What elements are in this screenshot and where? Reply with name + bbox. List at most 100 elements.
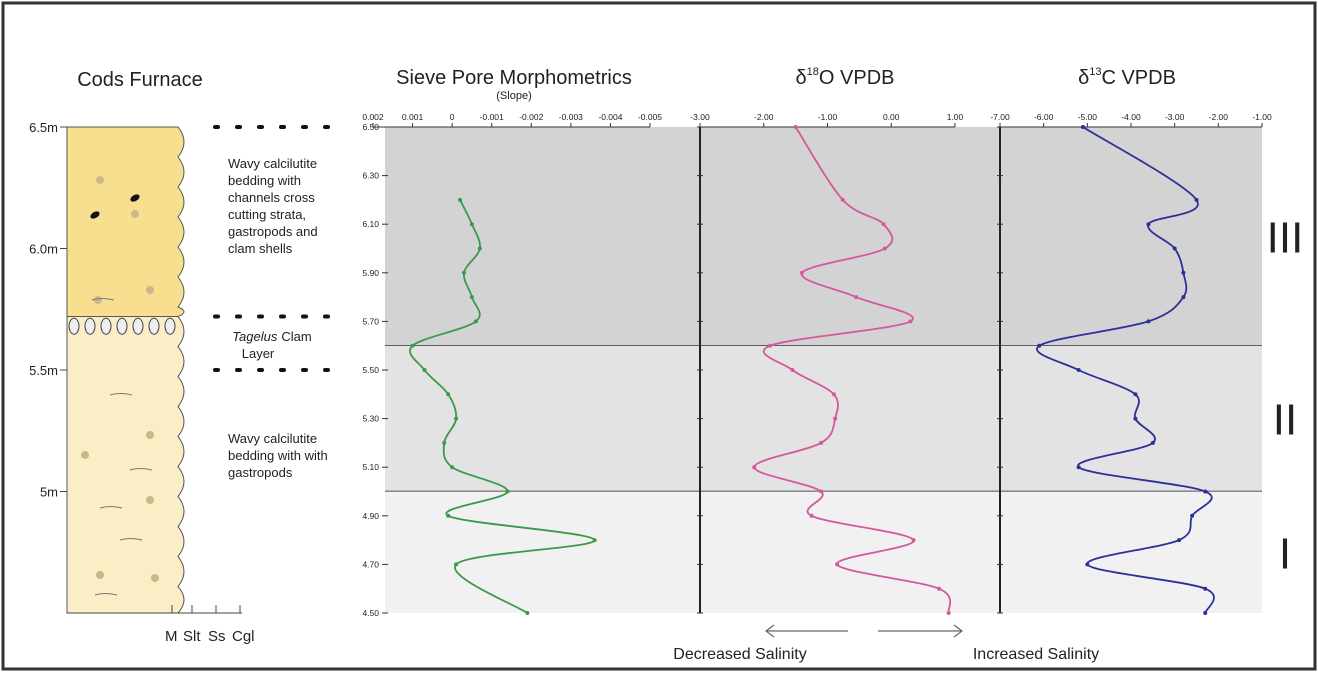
x-tick-label: -3.00 — [1165, 112, 1185, 122]
y-tick-label: 4.70 — [362, 559, 379, 569]
chart-title: δ18O VPDB — [796, 66, 895, 89]
description-line: clam shells — [228, 241, 293, 256]
x-tick-label: -0.005 — [638, 112, 662, 122]
strat-unit — [66, 126, 185, 318]
depth-label: 5.5m — [29, 363, 58, 378]
data-point — [469, 222, 474, 227]
gastropod-symbol — [81, 451, 89, 459]
data-point — [800, 270, 804, 275]
data-point — [835, 562, 840, 567]
data-point — [1085, 562, 1090, 567]
lamina — [119, 538, 143, 541]
x-tick-label: 1.00 — [947, 112, 964, 122]
data-point — [833, 416, 838, 421]
data-point — [1181, 270, 1186, 275]
grain-label: Ss — [208, 628, 226, 645]
data-point — [1037, 343, 1042, 348]
data-point — [505, 489, 510, 494]
data-point — [840, 197, 845, 202]
clam-symbol — [84, 317, 96, 335]
title-part: C VPDB — [1101, 67, 1175, 89]
data-point — [819, 489, 824, 494]
y-tick-label: 5.30 — [362, 414, 379, 424]
column-title: Cods Furnace — [77, 69, 203, 91]
title-part: δ — [1078, 67, 1089, 89]
data-point — [422, 368, 427, 372]
title-part: 18 — [807, 66, 819, 78]
arrow — [878, 624, 963, 638]
data-point — [1172, 246, 1177, 251]
title-part: δ — [796, 67, 807, 89]
x-tick-label: -6.00 — [1034, 112, 1054, 122]
chart-title: Sieve Pore Morphometrics — [396, 67, 632, 89]
data-point — [477, 246, 482, 251]
clam-symbol — [148, 317, 160, 335]
data-point — [525, 611, 530, 615]
x-tick-label: -2.00 — [1209, 112, 1229, 122]
y-tick-label: 6.30 — [362, 171, 379, 181]
lamina — [109, 393, 133, 396]
clam-text: Clam — [281, 329, 311, 344]
x-tick-label: -7.00 — [990, 112, 1010, 122]
x-tick-label: -4.00 — [1121, 112, 1141, 122]
x-tick-label: 0.001 — [402, 112, 424, 122]
chart-subtitle: (Slope) — [496, 90, 531, 102]
data-point — [1177, 538, 1182, 543]
depth-label: 6.5m — [29, 120, 58, 135]
salinity-arrows — [765, 624, 963, 638]
clam-label: Tagelus Clam — [232, 329, 311, 344]
depth-label: 5m — [40, 485, 58, 500]
data-point — [908, 319, 913, 324]
grain-label: M — [165, 628, 178, 645]
x-tick-label: -2.00 — [754, 112, 774, 122]
description-line: Wavy calcilutite — [228, 156, 317, 171]
salinity-label: Decreased Salinity — [673, 646, 806, 663]
data-point — [809, 513, 814, 518]
gastropod-symbol — [146, 431, 154, 439]
chart-title: δ13C VPDB — [1078, 66, 1176, 89]
data-point — [446, 392, 451, 397]
x-tick-label: -1.00 — [818, 112, 838, 122]
grain-label: Slt — [183, 628, 201, 645]
data-point — [592, 538, 597, 543]
data-point — [1203, 586, 1208, 591]
clam-symbol — [132, 317, 144, 335]
x-tick-label: -0.003 — [559, 112, 583, 122]
zone-label: II — [1273, 396, 1297, 445]
x-tick-label: 0.002 — [362, 112, 384, 122]
data-point — [790, 368, 795, 372]
clam-symbol — [116, 317, 128, 335]
x-tick-label: -3.00 — [690, 112, 710, 122]
gastropod-symbol — [131, 210, 139, 218]
y-tick-label: 5.90 — [362, 268, 379, 278]
data-point — [1181, 295, 1186, 300]
x-tick-label: -5.00 — [1078, 112, 1098, 122]
pebble-symbol — [130, 194, 140, 202]
data-point — [473, 319, 478, 324]
lamina — [129, 468, 153, 471]
y-tick-label: 5.70 — [362, 316, 379, 326]
y-tick-label: 6.10 — [362, 219, 379, 229]
description-line: bedding with with — [228, 448, 328, 463]
gastropod-symbol — [96, 176, 104, 184]
data-point — [1194, 197, 1199, 202]
data-point — [446, 513, 451, 518]
description-line: channels cross — [228, 190, 315, 205]
data-point — [1076, 465, 1081, 470]
y-tick-label: 5.50 — [362, 365, 379, 375]
data-point — [937, 586, 942, 591]
lamina — [91, 298, 115, 301]
clam-symbol — [164, 317, 176, 335]
data-point — [881, 222, 886, 227]
arrow — [765, 624, 848, 638]
y-tick-label: 5.10 — [362, 462, 379, 472]
zone-band — [385, 127, 1262, 346]
description-line: gastropods — [228, 465, 293, 480]
data-point — [450, 465, 455, 470]
lamina — [94, 593, 118, 596]
data-point — [454, 562, 459, 567]
data-point — [1203, 489, 1208, 494]
data-point — [831, 392, 836, 397]
